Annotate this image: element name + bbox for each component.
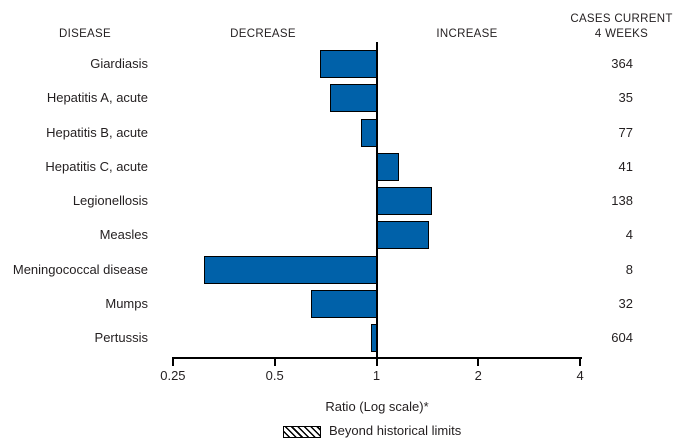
legend: Beyond historical limits bbox=[283, 423, 461, 438]
baseline-ratio-1 bbox=[375, 42, 378, 359]
disease-label: Giardiasis bbox=[90, 56, 148, 71]
column-header-cases-line1: CASES CURRENT bbox=[570, 13, 673, 25]
x-axis-tick-label: 4 bbox=[576, 368, 584, 383]
disease-label: Hepatitis C, acute bbox=[45, 158, 148, 174]
increase-bar bbox=[376, 152, 400, 181]
disease-label: Legionellosis bbox=[72, 193, 148, 208]
x-axis-tick-label: 1 bbox=[372, 368, 381, 383]
column-header-disease: DISEASE bbox=[59, 28, 111, 40]
decrease-bar bbox=[319, 50, 378, 78]
x-axis-tick bbox=[273, 357, 276, 366]
cases-value: 4 bbox=[625, 227, 633, 243]
cases-value: 77 bbox=[618, 124, 633, 140]
disease-label: Meningococcal disease bbox=[12, 261, 148, 277]
increase-bar bbox=[376, 187, 433, 215]
disease-label: Measles bbox=[99, 227, 148, 243]
disease-label: Hepatitis B, acute bbox=[46, 124, 148, 140]
x-axis-label: Ratio (Log scale)* bbox=[325, 399, 429, 414]
x-axis-tick bbox=[375, 357, 378, 366]
disease-label: Pertussis bbox=[94, 330, 148, 345]
x-axis-tick-label: 0.5 bbox=[265, 368, 284, 383]
cases-value: 364 bbox=[611, 56, 633, 71]
x-axis-tick bbox=[579, 357, 582, 366]
decrease-bar bbox=[310, 289, 378, 318]
cases-value: 41 bbox=[618, 158, 633, 174]
disease-label: Hepatitis A, acute bbox=[46, 90, 148, 106]
cases-value: 604 bbox=[611, 330, 633, 345]
column-header-increase: INCREASE bbox=[436, 28, 498, 40]
column-header-decrease: DECREASE bbox=[230, 28, 296, 40]
legend-label: Beyond historical limits bbox=[329, 423, 462, 438]
cases-value: 138 bbox=[611, 193, 633, 208]
cases-value: 8 bbox=[625, 261, 633, 277]
column-header-cases: CASES CURRENT 4 WEEKS bbox=[565, 12, 678, 42]
increase-bar bbox=[376, 221, 429, 250]
x-axis-tick bbox=[477, 357, 480, 366]
cases-value: 35 bbox=[618, 90, 633, 106]
disease-label: Mumps bbox=[105, 295, 148, 311]
decrease-bar bbox=[204, 255, 378, 284]
x-axis-tick bbox=[171, 357, 174, 366]
cases-value: 32 bbox=[618, 295, 633, 311]
x-axis-tick-label: 0.25 bbox=[160, 368, 186, 383]
x-axis-tick-label: 2 bbox=[474, 368, 482, 383]
column-header-cases-line2: 4 WEEKS bbox=[594, 28, 649, 40]
decrease-bar bbox=[330, 84, 378, 113]
hatch-swatch-icon bbox=[283, 425, 321, 438]
